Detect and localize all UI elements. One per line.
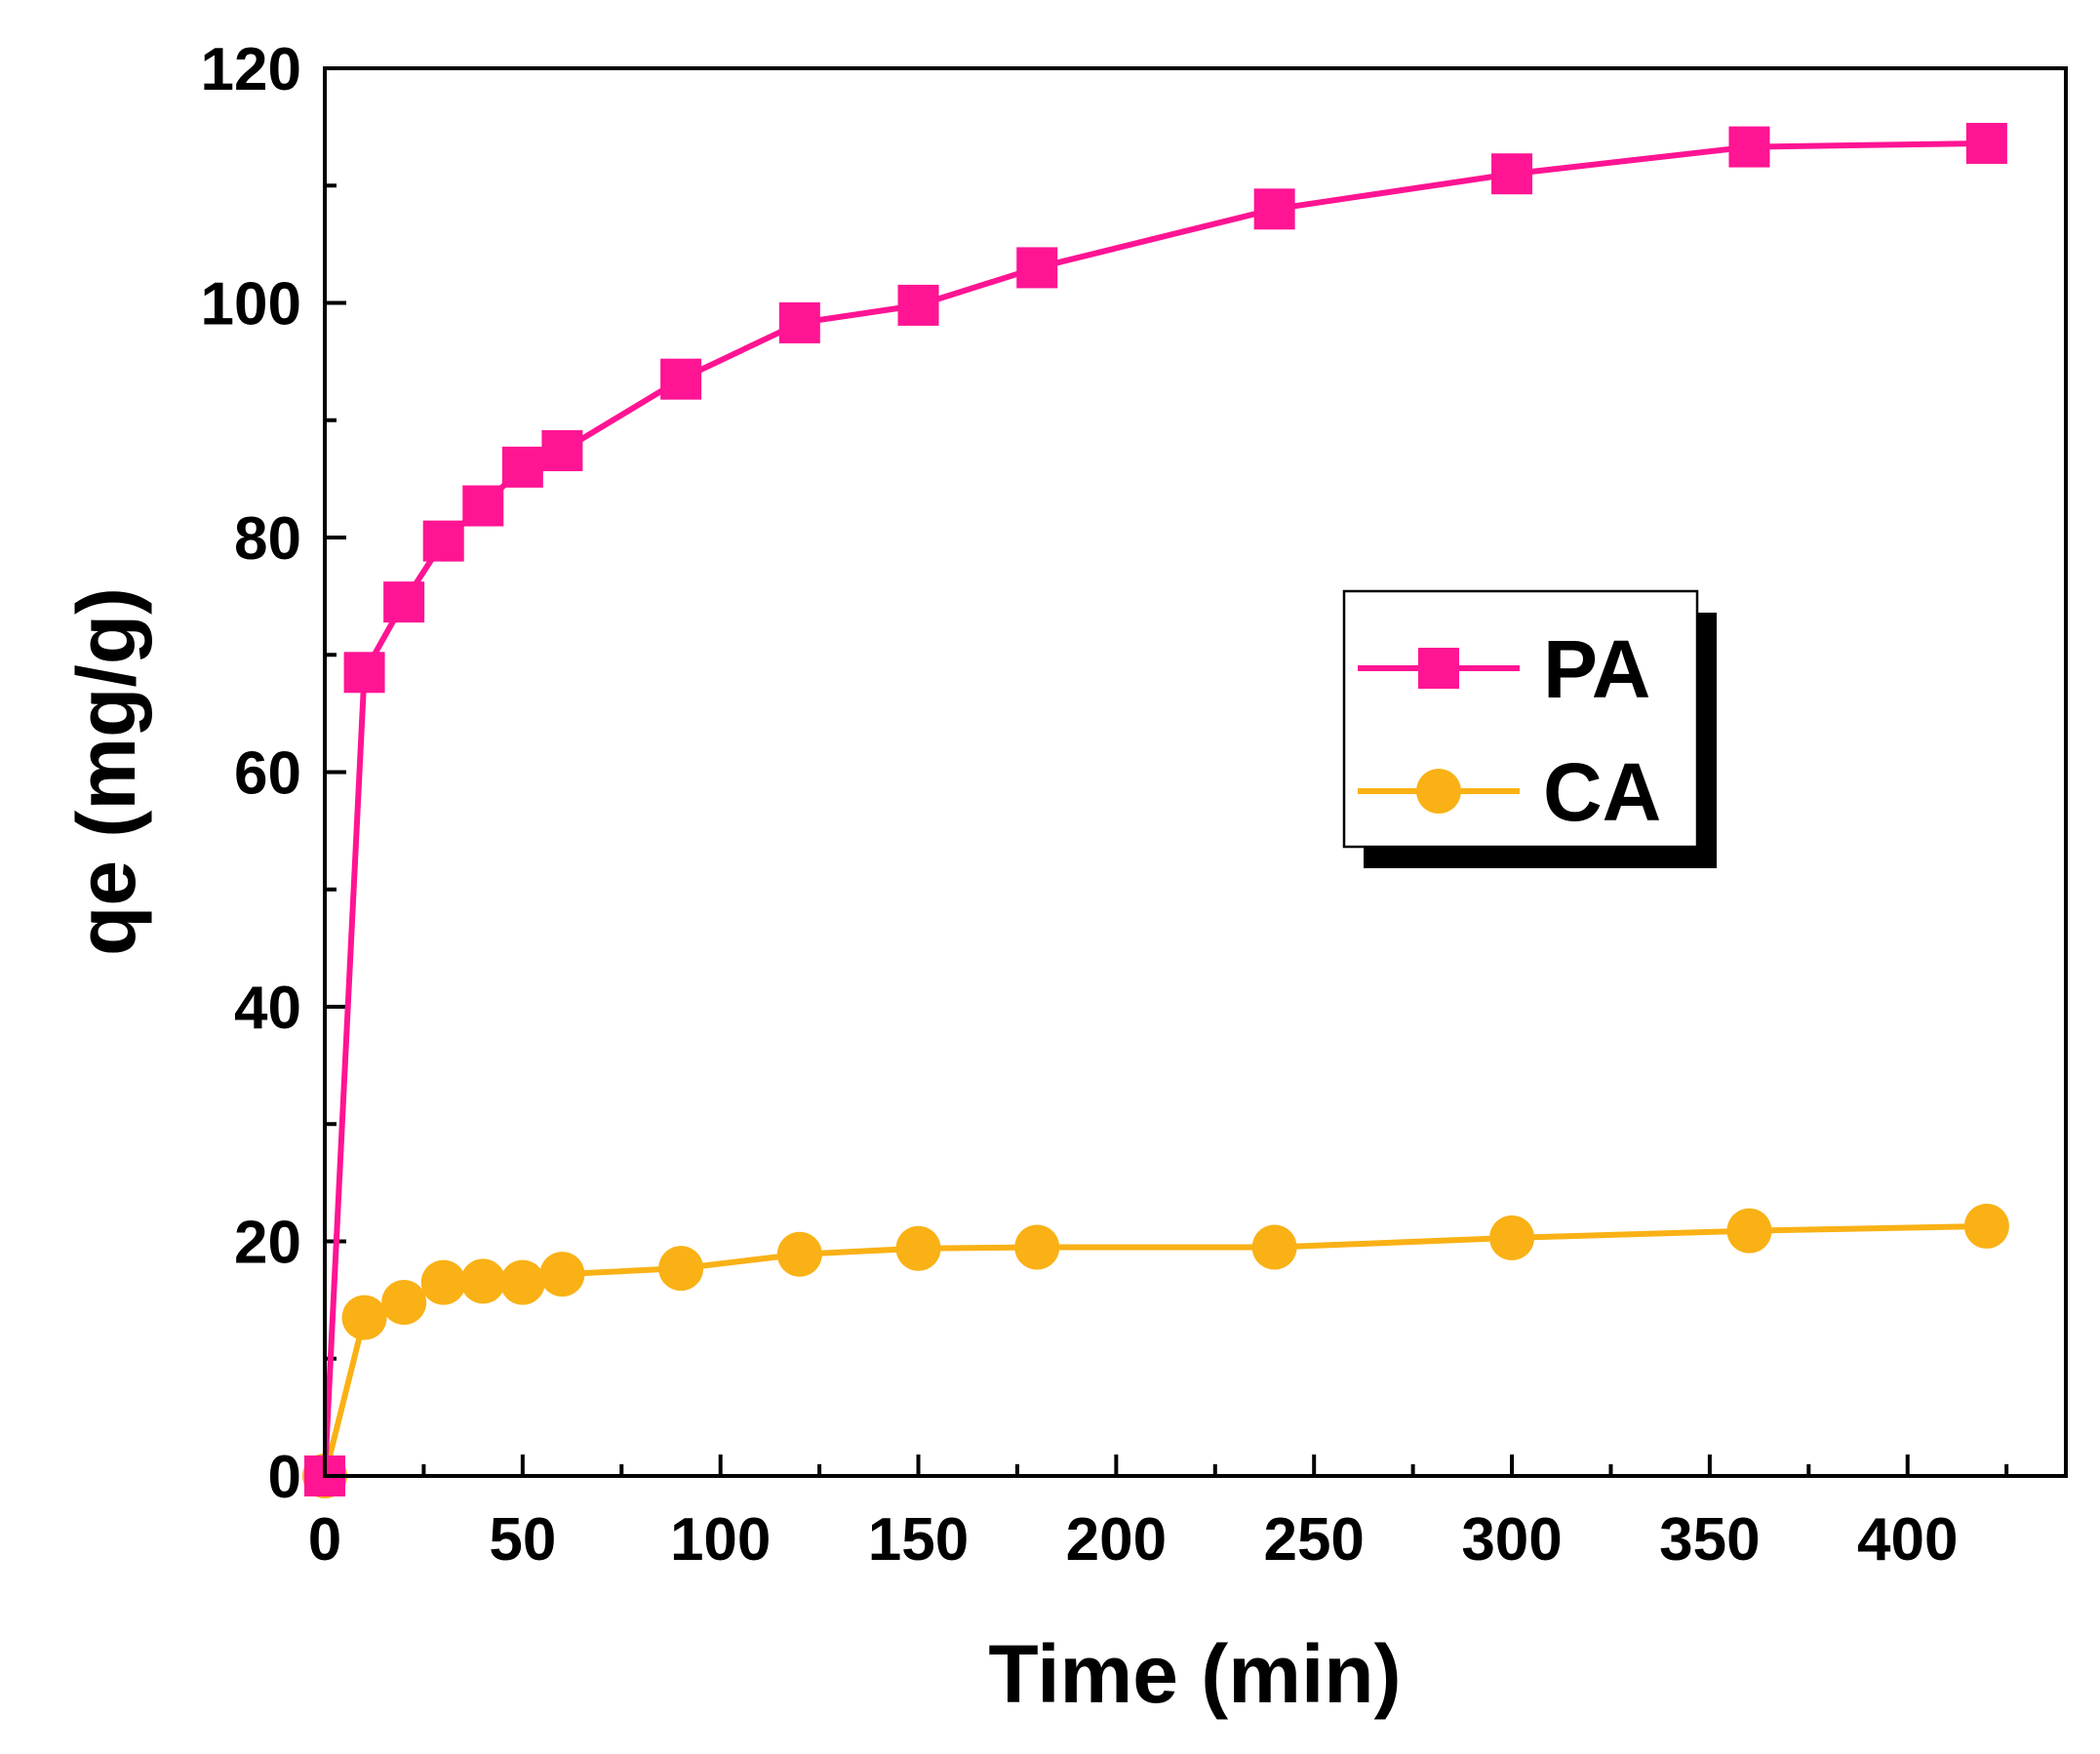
data-point-pa bbox=[501, 446, 543, 488]
x-tick-label: 150 bbox=[868, 1506, 969, 1574]
data-point-ca bbox=[1251, 1224, 1297, 1270]
data-point-pa bbox=[541, 430, 583, 472]
data-point-pa bbox=[1253, 188, 1295, 230]
data-point-pa bbox=[1728, 126, 1770, 168]
data-point-pa bbox=[1965, 122, 2007, 164]
legend-marker-pa bbox=[1418, 648, 1459, 689]
data-point-ca bbox=[381, 1280, 427, 1326]
x-tick-label: 0 bbox=[308, 1506, 341, 1574]
y-tick-label: 40 bbox=[234, 975, 301, 1042]
x-tick-label: 350 bbox=[1659, 1506, 1760, 1574]
data-point-ca bbox=[499, 1259, 545, 1305]
legend-label-pa: PA bbox=[1543, 623, 1650, 715]
legend-marker-ca bbox=[1416, 769, 1461, 814]
data-point-pa bbox=[1016, 247, 1058, 289]
plot-frame bbox=[323, 66, 2068, 1478]
data-point-pa bbox=[660, 358, 702, 400]
data-point-pa bbox=[343, 652, 385, 694]
y-axis-title: qe (mg/g) bbox=[60, 587, 152, 956]
data-point-ca bbox=[539, 1252, 585, 1297]
data-point-ca bbox=[420, 1259, 466, 1305]
data-point-ca bbox=[341, 1295, 387, 1340]
x-tick-label: 50 bbox=[489, 1506, 556, 1574]
y-tick-label: 20 bbox=[234, 1210, 301, 1277]
y-tick-label: 100 bbox=[201, 271, 301, 339]
tick-labels: 0 50 100 150 200 250 300 350 400 0 20 40 60 80 100 120 bbox=[201, 36, 1959, 1574]
y-tick-label: 120 bbox=[201, 36, 301, 103]
series-pa bbox=[304, 122, 2007, 1496]
x-axis-title: Time (min) bbox=[988, 1628, 1401, 1720]
data-point-pa bbox=[462, 485, 504, 527]
series-layer bbox=[302, 122, 2009, 1498]
data-point-pa bbox=[897, 284, 939, 326]
x-tick-label: 200 bbox=[1066, 1506, 1167, 1574]
data-point-ca bbox=[658, 1246, 704, 1292]
x-tick-label: 250 bbox=[1263, 1506, 1364, 1574]
data-point-ca bbox=[776, 1231, 822, 1277]
data-point-ca bbox=[895, 1225, 941, 1271]
y-tick-label: 60 bbox=[234, 740, 301, 808]
data-point-ca bbox=[1963, 1203, 2009, 1249]
data-point-ca bbox=[1014, 1224, 1060, 1270]
series-ca bbox=[302, 1203, 2009, 1498]
data-point-ca bbox=[1726, 1208, 1772, 1254]
data-point-pa bbox=[778, 301, 820, 343]
data-point-pa bbox=[1491, 153, 1533, 195]
data-point-ca bbox=[1489, 1215, 1535, 1260]
y-tick-label: 0 bbox=[268, 1444, 301, 1511]
data-point-pa bbox=[383, 581, 425, 623]
data-point-ca bbox=[460, 1258, 506, 1304]
legend-box bbox=[1342, 589, 1699, 849]
x-tick-label: 400 bbox=[1857, 1506, 1958, 1574]
x-tick-label: 100 bbox=[670, 1506, 771, 1574]
data-point-pa bbox=[422, 520, 464, 562]
legend-label-ca: CA bbox=[1543, 746, 1661, 838]
legend-entry-pa: PA bbox=[1358, 623, 1650, 715]
legend-entry-ca: CA bbox=[1358, 746, 1661, 838]
legend: PA CA bbox=[1342, 589, 1717, 868]
y-tick-label: 80 bbox=[234, 505, 301, 573]
x-tick-label: 300 bbox=[1461, 1506, 1562, 1574]
